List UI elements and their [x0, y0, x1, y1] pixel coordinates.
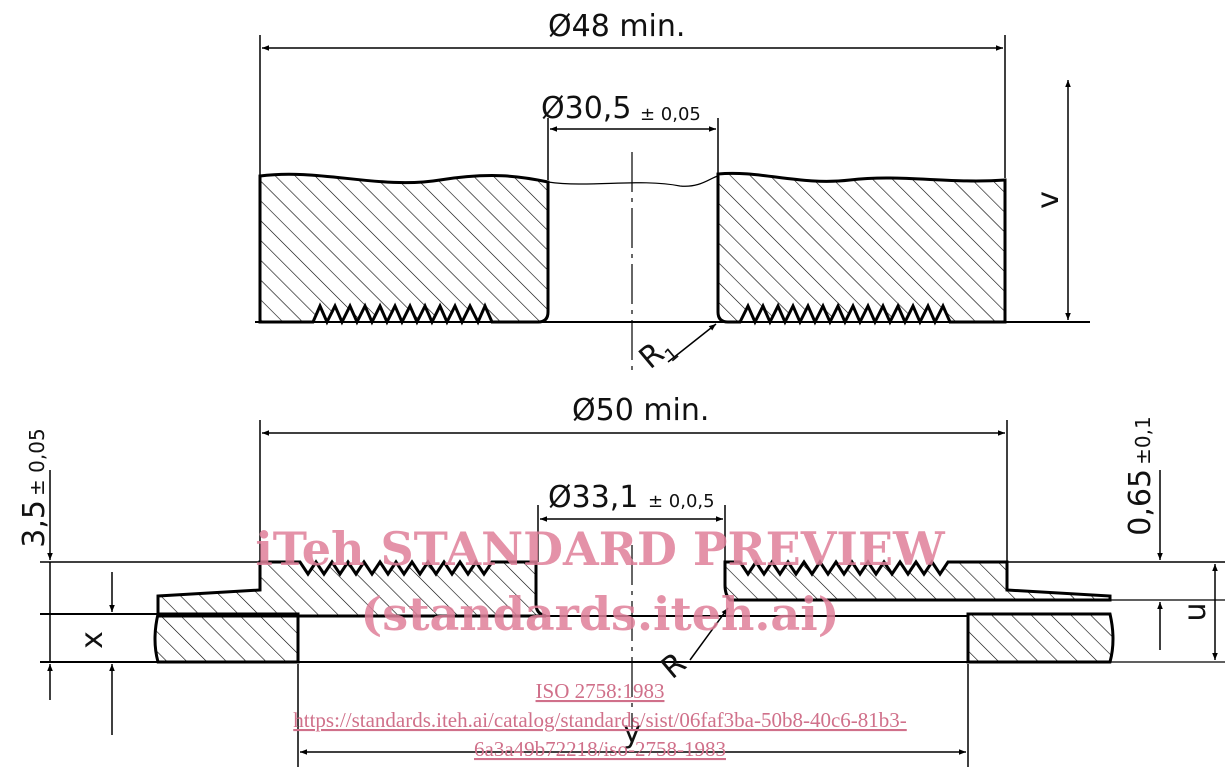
lower-bottom-right-section [966, 612, 1115, 664]
upper-left-section [258, 172, 550, 326]
lower-top-left-section [156, 559, 547, 618]
bore-break-line [547, 175, 719, 187]
r1-label: R1 [633, 329, 683, 380]
dia-48-label: Ø48 min. [548, 9, 685, 44]
upper-right-section [716, 171, 1007, 326]
dim-u-label: u [1178, 602, 1213, 621]
watermark-title: iTeh STANDARD PREVIEW [255, 522, 946, 576]
dia-33-1-tolerance: ± 0,0,5 [648, 491, 715, 512]
dia-33-1-label: Ø33,1 [548, 480, 638, 515]
dia-50-label: Ø50 min. [572, 393, 709, 428]
dim-x-label: x [75, 631, 110, 649]
lower-part: Ø50 min. Ø33,1 ± 0,0,5 3,5± 0,05 x [17, 393, 1225, 767]
height-v-label: v [1031, 191, 1066, 209]
lower-bottom-left-section [153, 612, 300, 664]
r-leader [689, 607, 729, 661]
upper-part: Ø48 min. Ø30,5 ± 0,05 v R1 [255, 9, 1090, 380]
dim-3-5-label: 3,5± 0,05 [17, 428, 52, 547]
dim-0-65-label: 0,65±0,1 [1123, 416, 1158, 535]
watermark: iTeh STANDARD PREVIEW (standards.iteh.ai… [255, 522, 946, 761]
dia-30-5-label: Ø30,5 [541, 91, 631, 126]
dim-y-label: y [623, 715, 641, 750]
watermark-subtitle: (standards.iteh.ai) [361, 587, 840, 641]
lower-top-right-section [723, 559, 1112, 602]
dia-30-5-tolerance: ± 0,05 [640, 104, 701, 125]
watermark-url-line-2[interactable]: 6a3a49b72218/iso-2758-1983 [474, 737, 726, 761]
watermark-standard-link[interactable]: ISO 2758:1983 [536, 679, 665, 703]
r1-leader [667, 323, 717, 363]
watermark-url-line-1[interactable]: https://standards.iteh.ai/catalog/standa… [293, 708, 907, 732]
